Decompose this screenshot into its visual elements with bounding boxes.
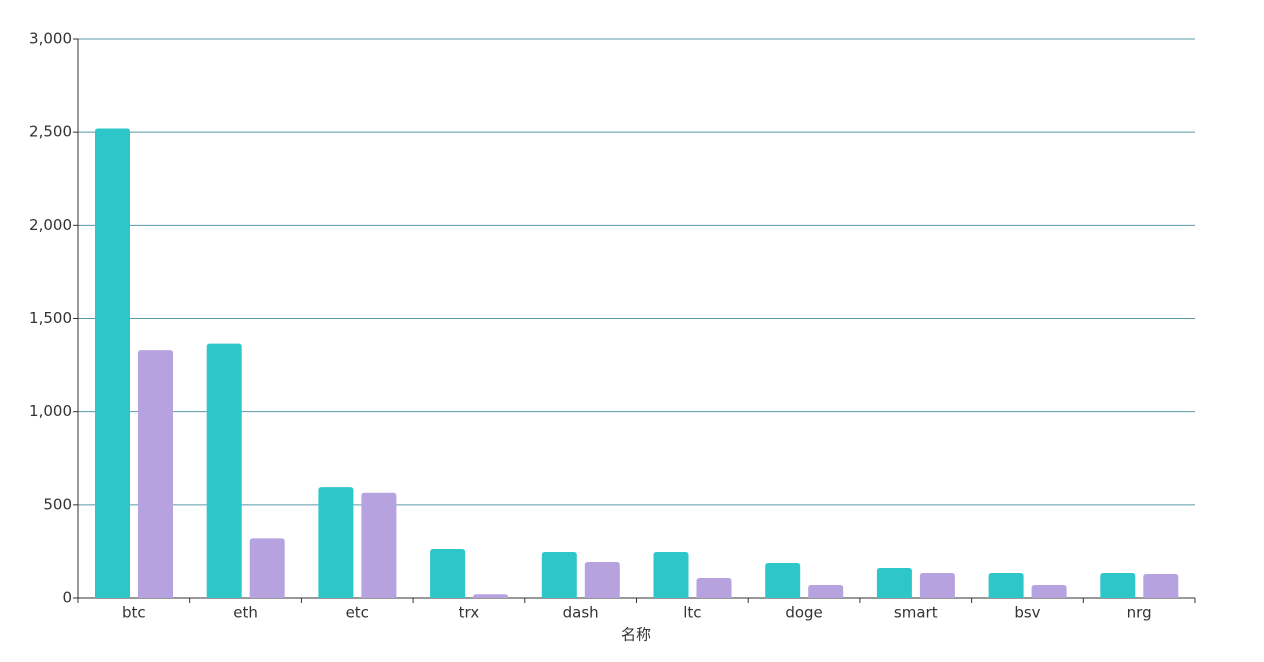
- x-tick-label: doge: [785, 604, 822, 622]
- bar: [249, 538, 285, 598]
- y-tick-label: 2,000: [29, 216, 72, 234]
- x-axis-label: 名称: [621, 626, 651, 644]
- bar: [988, 573, 1024, 598]
- bar: [919, 573, 955, 598]
- y-tick-label: 1,500: [29, 309, 72, 327]
- y-tick-label: 500: [43, 495, 72, 513]
- bar: [361, 492, 397, 598]
- x-tick-label: trx: [459, 604, 480, 622]
- bar: [653, 551, 689, 598]
- bar: [696, 578, 732, 598]
- y-tick-label: 2,500: [29, 123, 72, 141]
- bar: [1143, 573, 1179, 598]
- x-tick-label: smart: [894, 604, 938, 622]
- bar: [765, 562, 801, 598]
- x-tick-label: eth: [233, 604, 258, 622]
- x-tick-label: ltc: [683, 604, 701, 622]
- y-tick-label: 3,000: [29, 30, 72, 48]
- bar: [808, 584, 844, 598]
- bar: [541, 551, 577, 598]
- bar: [876, 568, 912, 598]
- x-tick-label: etc: [346, 604, 369, 622]
- y-tick-label: 1,000: [29, 402, 72, 420]
- bar: [138, 350, 173, 598]
- bar: [584, 562, 620, 598]
- bar: [95, 128, 130, 598]
- x-tick-label: btc: [122, 604, 146, 622]
- y-tick-label: 0: [62, 589, 72, 607]
- bar: [473, 594, 509, 598]
- bar: [1031, 584, 1067, 598]
- x-tick-label: dash: [563, 604, 599, 622]
- bar: [318, 487, 354, 598]
- bar: [430, 548, 466, 598]
- x-tick-label: nrg: [1127, 604, 1152, 622]
- x-tick-label: bsv: [1014, 604, 1040, 622]
- bar: [206, 343, 242, 598]
- bar: [1100, 573, 1136, 598]
